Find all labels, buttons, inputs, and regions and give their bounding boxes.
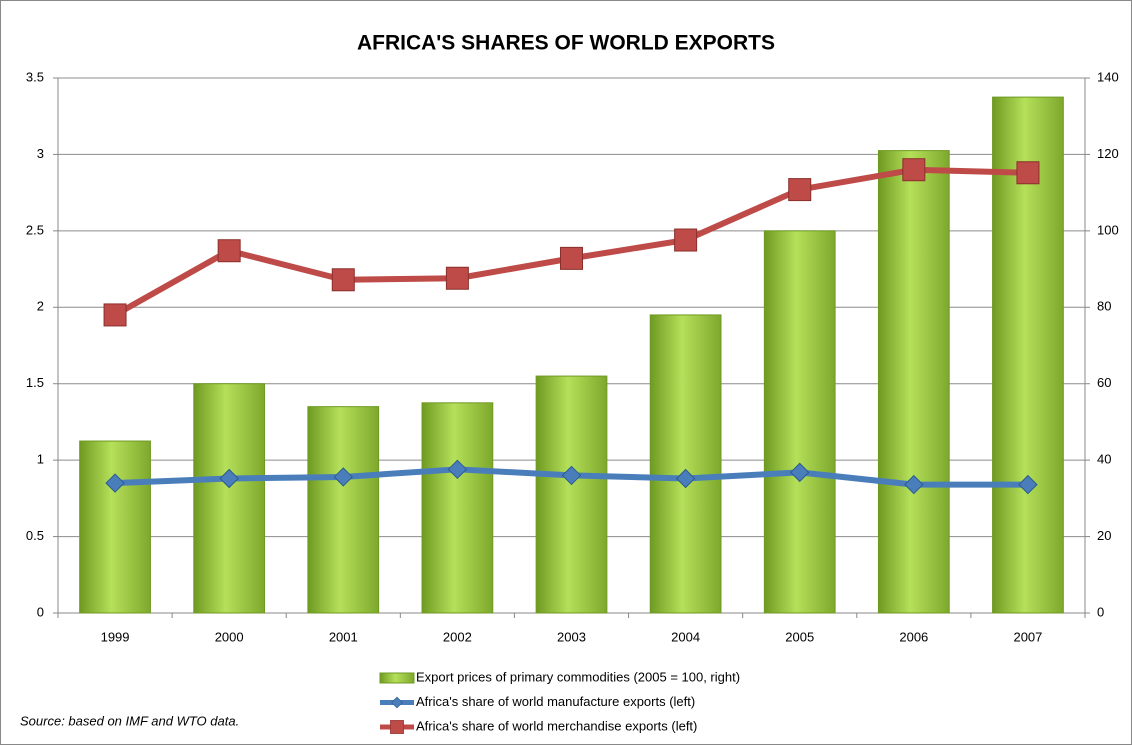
series-marker: [217, 239, 241, 263]
series-marker: [103, 303, 127, 327]
bar: [421, 402, 494, 614]
series-marker: [1016, 161, 1040, 185]
x-tick-label: 2002: [443, 629, 472, 644]
series-marker: [788, 178, 812, 202]
series-marker: [902, 158, 926, 182]
x-tick-label: 2001: [329, 629, 358, 644]
x-tick-label: 1999: [101, 629, 130, 644]
y2-tick-label: 80: [1097, 299, 1111, 314]
series-marker: [904, 474, 924, 495]
y-tick-label: 2: [37, 299, 44, 314]
bar: [79, 440, 151, 614]
series-marker: [445, 266, 469, 290]
x-tick-label: 2007: [1013, 629, 1042, 644]
series-marker: [219, 468, 239, 489]
legend-swatch: [379, 672, 415, 684]
y-tick-label: 2.5: [26, 222, 44, 237]
x-tick-label: 2003: [557, 629, 586, 644]
y2-tick-label: 60: [1097, 375, 1111, 390]
y-tick-label: 3.5: [26, 69, 44, 84]
y-tick-label: 3: [37, 146, 44, 161]
series-marker: [674, 228, 698, 252]
series-marker: [675, 468, 696, 489]
y-tick-label: 1: [37, 452, 44, 467]
x-tick-label: 2000: [215, 629, 244, 644]
x-tick-label: 2004: [671, 629, 700, 644]
legend-marker: [391, 696, 403, 709]
bar: [763, 230, 836, 614]
series-marker: [561, 465, 582, 486]
series-marker: [1018, 474, 1038, 495]
y2-tick-label: 0: [1097, 604, 1104, 619]
series-marker: [331, 268, 355, 292]
chart-title: AFRICA'S SHARES OF WORLD EXPORTS: [357, 32, 775, 55]
y-tick-label: 0: [37, 604, 44, 619]
series-marker: [560, 246, 583, 270]
bar: [877, 150, 950, 614]
y2-tick-label: 20: [1097, 528, 1111, 543]
series-marker: [333, 467, 353, 487]
bar: [649, 314, 722, 614]
legend-label: Africa's share of world merchandise expo…: [416, 718, 697, 733]
y2-tick-label: 100: [1097, 222, 1119, 237]
bar: [193, 383, 266, 614]
y2-tick-label: 140: [1097, 69, 1119, 84]
y2-tick-label: 40: [1097, 452, 1111, 467]
legend-label: Export prices of primary commodities (20…: [416, 669, 740, 684]
legend-label: Africa's share of world manufacture expo…: [416, 694, 695, 709]
series-marker: [447, 459, 468, 480]
series-marker: [105, 473, 125, 493]
bar: [535, 375, 608, 614]
y2-tick-label: 120: [1097, 146, 1119, 161]
x-tick-label: 2006: [899, 629, 928, 644]
source-note: Source: based on IMF and WTO data.: [20, 713, 239, 728]
y-tick-label: 1.5: [26, 375, 44, 390]
x-tick-label: 2005: [785, 629, 814, 644]
legend-marker: [390, 720, 404, 734]
y-tick-label: 0.5: [26, 528, 44, 543]
bar: [307, 406, 380, 614]
series-marker: [790, 462, 810, 483]
